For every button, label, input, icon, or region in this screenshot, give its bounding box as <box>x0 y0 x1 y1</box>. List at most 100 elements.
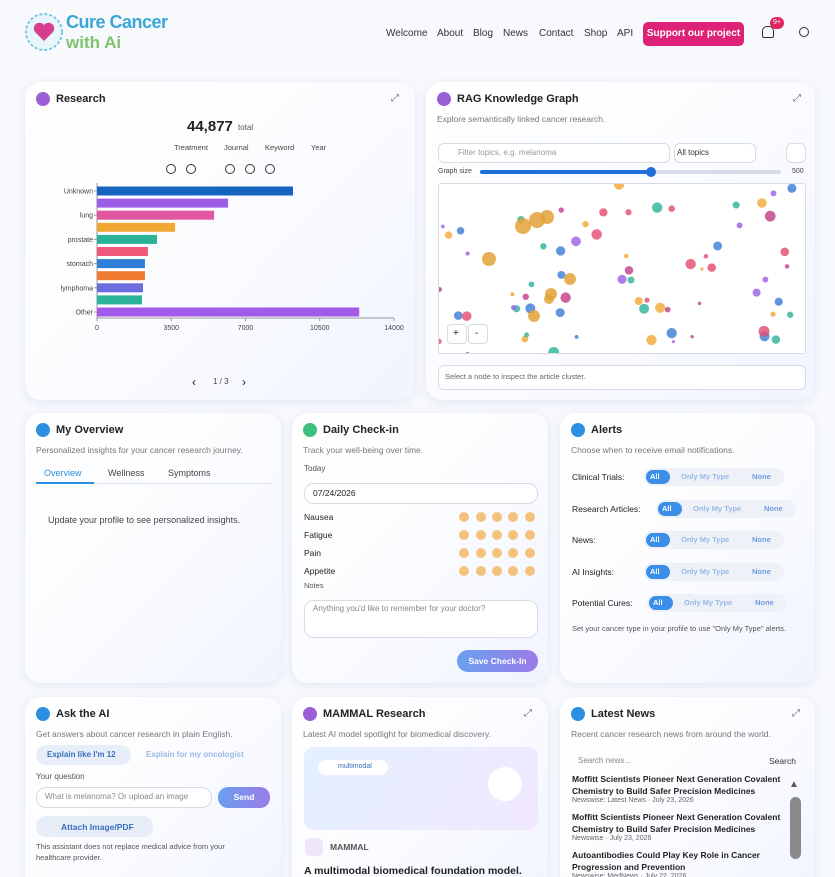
alert-option[interactable]: All <box>650 472 660 481</box>
overview-tab[interactable]: Wellness <box>108 468 145 478</box>
mode-option[interactable]: Explain like I'm 12 <box>47 750 116 759</box>
tab-divider <box>36 483 271 484</box>
mood-face[interactable] <box>476 512 486 522</box>
chart-type-button[interactable] <box>245 164 255 174</box>
alert-option[interactable]: All <box>653 598 663 607</box>
nav-link[interactable]: News <box>503 28 529 39</box>
mood-face[interactable] <box>459 566 469 576</box>
alert-option[interactable]: Only My Type <box>684 598 733 607</box>
chart-type-button[interactable] <box>166 164 176 174</box>
news-title[interactable]: Moffitt Scientists Pioneer Next Generati… <box>572 812 781 834</box>
date-input[interactable] <box>304 483 538 504</box>
nav-link[interactable]: Shop <box>584 28 608 39</box>
alert-option[interactable]: Only My Type <box>681 472 730 481</box>
overview-tab[interactable]: Overview <box>44 468 82 478</box>
next-button[interactable]: › <box>242 375 246 389</box>
alert-option[interactable]: None <box>752 472 771 481</box>
filter-input[interactable] <box>438 143 670 163</box>
alert-option[interactable]: All <box>650 566 660 576</box>
mood-face[interactable] <box>508 530 518 540</box>
ask-card: Ask the AI Get answers about cancer resea… <box>25 697 281 877</box>
notes-placeholder: Anything you'd like to remember for your… <box>313 604 486 613</box>
save-button[interactable]: Save Check-In <box>457 650 538 672</box>
mode-option[interactable]: Explain for my oncologist <box>146 750 244 759</box>
bell-icon[interactable] <box>762 26 774 38</box>
mood-face[interactable] <box>508 548 518 558</box>
expand-button[interactable]: ⤢ <box>793 93 801 104</box>
chart-type-button[interactable] <box>186 164 196 174</box>
mood-face[interactable] <box>459 512 469 522</box>
mood-face[interactable] <box>525 566 535 576</box>
graph-size-thumb[interactable] <box>646 167 656 177</box>
nav-link[interactable]: Welcome <box>386 28 428 39</box>
refresh-button[interactable] <box>786 143 806 163</box>
expand-button[interactable]: ⤢ <box>524 708 532 719</box>
attach-label[interactable]: Attach Image/PDF <box>61 822 134 832</box>
alert-option[interactable]: Only My Type <box>693 503 742 513</box>
alert-option[interactable]: All <box>662 503 672 513</box>
graph-node <box>685 258 696 270</box>
mood-face[interactable] <box>525 548 535 558</box>
tab[interactable]: Treatment <box>174 143 208 152</box>
mood-face[interactable] <box>476 566 486 576</box>
support-button[interactable]: Support our project <box>643 22 744 46</box>
alert-option[interactable]: None <box>764 503 783 513</box>
tab[interactable]: Year <box>311 143 327 152</box>
nav-link[interactable]: Blog <box>473 28 494 39</box>
alert-option[interactable]: None <box>752 566 771 576</box>
zoom-out-button[interactable] <box>468 324 488 344</box>
graph-node <box>456 227 465 235</box>
graph-node <box>758 325 770 337</box>
chart-type-button[interactable] <box>265 164 275 174</box>
card-title: MAMMAL Research <box>323 708 426 720</box>
graph-node <box>465 251 470 256</box>
mood-face[interactable] <box>525 530 535 540</box>
symptom-label: Nausea <box>304 512 334 522</box>
mood-face[interactable] <box>459 530 469 540</box>
graph-area[interactable]: + - <box>438 183 806 354</box>
alert-option[interactable]: None <box>752 535 771 544</box>
bar-chart: 0 3500 7000 10500 14000 Unknown lung prostate st… <box>61 183 404 332</box>
alert-option-active <box>649 596 673 610</box>
graph-node <box>555 308 565 318</box>
news-title[interactable]: Autoantibodies Could Play Key Role in Ca… <box>572 850 760 872</box>
alert-option[interactable]: Only My Type <box>681 535 730 544</box>
prev-button[interactable]: ‹ <box>192 375 196 389</box>
user-icon[interactable] <box>799 27 809 37</box>
card-subtitle: Recent cancer research news from around … <box>571 729 771 739</box>
nav-link[interactable]: About <box>437 28 464 39</box>
mood-face[interactable] <box>508 512 518 522</box>
page-indicator: 1 / 3 <box>213 377 229 386</box>
mood-face[interactable] <box>476 530 486 540</box>
alert-option[interactable]: None <box>755 598 774 607</box>
mood-face[interactable] <box>459 548 469 558</box>
mood-face[interactable] <box>492 530 502 540</box>
topic-select[interactable] <box>674 143 756 163</box>
mood-face[interactable] <box>492 548 502 558</box>
mood-face[interactable] <box>508 566 518 576</box>
overview-tab[interactable]: Symptoms <box>168 468 211 478</box>
zoom-in-button[interactable] <box>447 324 467 344</box>
graph-node <box>528 310 540 322</box>
news-search-button[interactable]: Search <box>769 756 796 766</box>
alert-option[interactable]: All <box>650 535 660 544</box>
mood-face[interactable] <box>525 512 535 522</box>
mood-face[interactable] <box>492 566 502 576</box>
news-title[interactable]: Moffitt Scientists Pioneer Next Generati… <box>572 774 781 796</box>
notes-input[interactable] <box>304 600 538 638</box>
graph-node <box>664 306 671 313</box>
question-input[interactable] <box>36 787 212 808</box>
nav-link[interactable]: API <box>617 28 634 39</box>
mood-face[interactable] <box>492 512 502 522</box>
expand-button[interactable]: ⤢ <box>792 708 800 719</box>
chart-type-button[interactable] <box>225 164 235 174</box>
tab[interactable]: Journal <box>224 143 249 152</box>
card-title: My Overview <box>56 424 124 436</box>
tab[interactable]: Keyword <box>265 143 295 152</box>
model-headline: A multimodal biomedical foundation model… <box>304 865 522 877</box>
mood-face[interactable] <box>476 548 486 558</box>
send-button[interactable]: Send <box>218 787 270 808</box>
expand-button[interactable]: ⤢ <box>391 93 399 104</box>
nav-link[interactable]: Contact <box>539 28 574 39</box>
alert-option[interactable]: Only My Type <box>681 566 730 576</box>
